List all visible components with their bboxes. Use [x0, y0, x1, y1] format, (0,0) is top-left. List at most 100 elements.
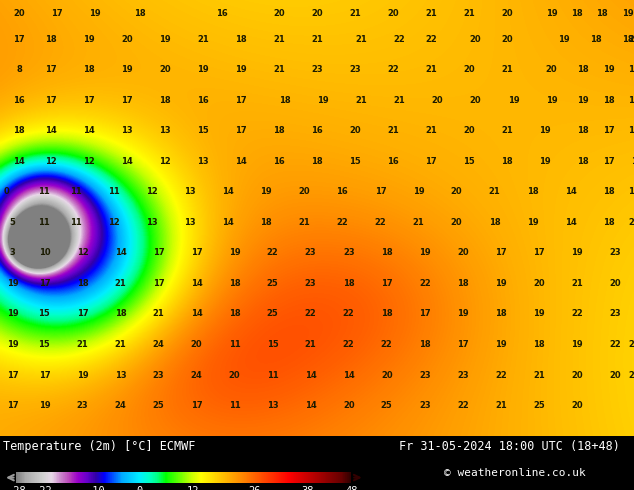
Text: 20: 20	[311, 9, 323, 18]
Text: 18: 18	[235, 35, 247, 44]
Text: 18: 18	[115, 310, 126, 318]
Text: 22: 22	[267, 248, 278, 257]
Text: 14: 14	[305, 370, 316, 380]
Text: 20: 20	[191, 340, 202, 349]
Text: 18: 18	[603, 96, 614, 105]
Text: 23: 23	[311, 65, 323, 74]
Text: 18: 18	[533, 340, 545, 349]
Text: 18: 18	[343, 279, 354, 288]
Text: 22: 22	[337, 218, 348, 227]
Text: 11: 11	[39, 218, 50, 227]
Text: 22: 22	[375, 218, 386, 227]
Text: 23: 23	[343, 248, 354, 257]
Text: 18: 18	[571, 9, 583, 18]
Text: 18: 18	[457, 279, 469, 288]
Text: 19: 19	[578, 96, 589, 105]
Text: 19: 19	[7, 340, 18, 349]
Text: 19: 19	[77, 370, 88, 380]
Text: 21: 21	[115, 340, 126, 349]
Text: 20: 20	[159, 65, 171, 74]
Text: 16: 16	[387, 157, 399, 166]
Text: 21: 21	[413, 218, 424, 227]
Text: 13: 13	[184, 218, 196, 227]
Text: 18: 18	[603, 187, 614, 196]
Text: 15: 15	[463, 157, 475, 166]
Text: 11: 11	[70, 218, 82, 227]
Text: 22: 22	[609, 340, 621, 349]
Text: 21: 21	[425, 126, 437, 135]
Text: 18: 18	[77, 279, 88, 288]
Text: 18: 18	[13, 126, 25, 135]
Text: 18: 18	[501, 157, 513, 166]
Text: 21: 21	[463, 9, 475, 18]
Text: 13: 13	[121, 126, 133, 135]
Text: 17: 17	[425, 157, 437, 166]
Text: 3: 3	[10, 248, 16, 257]
Text: 23: 23	[419, 401, 430, 410]
Text: 21: 21	[349, 9, 361, 18]
Text: 15: 15	[628, 96, 634, 105]
Text: 21: 21	[311, 35, 323, 44]
Text: 17: 17	[191, 248, 202, 257]
Text: 15: 15	[197, 126, 209, 135]
Text: 20: 20	[628, 370, 634, 380]
Text: 19: 19	[121, 65, 133, 74]
Text: 25: 25	[267, 279, 278, 288]
Text: 20: 20	[609, 279, 621, 288]
Text: 38: 38	[301, 486, 313, 490]
Text: 17: 17	[7, 370, 18, 380]
Text: 21: 21	[489, 187, 500, 196]
Text: 14: 14	[565, 218, 576, 227]
Text: 15: 15	[349, 157, 361, 166]
Text: 19: 19	[540, 126, 551, 135]
Text: 23: 23	[305, 248, 316, 257]
Text: 17: 17	[45, 65, 56, 74]
Text: 23: 23	[349, 65, 361, 74]
Text: 20: 20	[387, 9, 399, 18]
Text: 12: 12	[83, 157, 94, 166]
Text: 13: 13	[184, 187, 196, 196]
Text: 17: 17	[191, 401, 202, 410]
Text: 22: 22	[343, 310, 354, 318]
Text: 17: 17	[603, 157, 614, 166]
Text: 0: 0	[137, 486, 143, 490]
Text: 16: 16	[197, 96, 209, 105]
Text: 20: 20	[451, 187, 462, 196]
Text: 23: 23	[628, 340, 634, 349]
Text: 16: 16	[337, 187, 348, 196]
Text: 17: 17	[45, 96, 56, 105]
Text: 21: 21	[153, 310, 164, 318]
Text: 18: 18	[527, 187, 538, 196]
Text: 18: 18	[280, 96, 291, 105]
Text: 18: 18	[603, 218, 614, 227]
Text: 22: 22	[419, 279, 430, 288]
Text: 23: 23	[609, 310, 621, 318]
Text: 11: 11	[70, 187, 82, 196]
Text: 20: 20	[463, 126, 475, 135]
Text: 19: 19	[546, 9, 557, 18]
Text: 21: 21	[273, 35, 285, 44]
Text: 17: 17	[77, 310, 88, 318]
Text: 19: 19	[413, 187, 424, 196]
Text: 17: 17	[83, 96, 94, 105]
Text: 20: 20	[470, 35, 481, 44]
Text: 21: 21	[115, 279, 126, 288]
Text: 11: 11	[39, 187, 50, 196]
Text: 11: 11	[229, 340, 240, 349]
Text: 21: 21	[501, 126, 513, 135]
Text: 21: 21	[571, 279, 583, 288]
Text: 18: 18	[273, 126, 285, 135]
Text: 17: 17	[13, 35, 25, 44]
Text: 23: 23	[457, 370, 469, 380]
Text: 21: 21	[197, 35, 209, 44]
Text: 5: 5	[10, 218, 16, 227]
Text: 14: 14	[191, 279, 202, 288]
Text: 19: 19	[261, 187, 272, 196]
Text: 23: 23	[77, 401, 88, 410]
Text: 24: 24	[153, 340, 164, 349]
Text: 18: 18	[495, 310, 507, 318]
Text: 22: 22	[387, 65, 399, 74]
Text: 17: 17	[7, 401, 18, 410]
Text: 19: 19	[7, 310, 18, 318]
Text: 48: 48	[345, 486, 358, 490]
